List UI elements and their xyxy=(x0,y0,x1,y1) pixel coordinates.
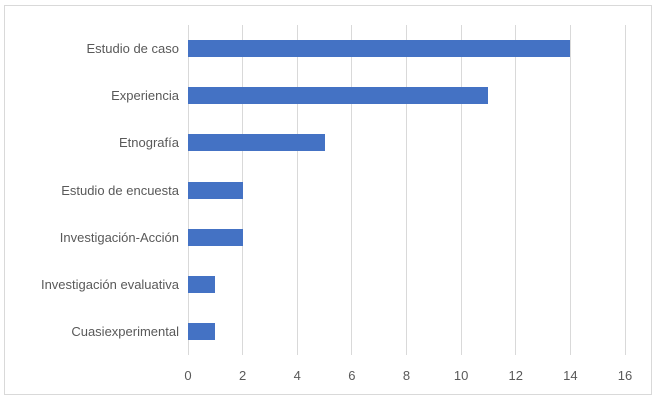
gridline xyxy=(515,25,517,355)
x-tick-label: 10 xyxy=(453,368,469,383)
plot-area xyxy=(187,25,626,355)
bar[interactable] xyxy=(188,275,216,293)
gridline xyxy=(406,25,407,355)
category-label: Etnografía xyxy=(119,135,179,151)
category-label: Estudio de encuesta xyxy=(61,182,179,198)
gridline xyxy=(624,25,626,355)
category-label: Estudio de caso xyxy=(86,41,179,57)
x-tick-label: 12 xyxy=(508,368,523,383)
category-label: Investigación-Acción xyxy=(59,229,179,245)
category-label: Cuasiexperimental xyxy=(71,323,179,339)
bar[interactable] xyxy=(188,40,571,58)
chart-frame xyxy=(4,5,652,395)
x-tick-label: 16 xyxy=(617,368,633,383)
x-tick-label: 4 xyxy=(293,368,301,383)
category-label: Investigación evaluativa xyxy=(40,276,179,292)
gridline xyxy=(460,25,462,355)
bar[interactable] xyxy=(188,181,243,199)
gridline xyxy=(242,25,244,355)
bar[interactable] xyxy=(188,322,216,340)
bar[interactable] xyxy=(188,87,489,105)
x-tick-label: 2 xyxy=(239,368,247,383)
gridline xyxy=(296,25,298,355)
x-tick-label: 8 xyxy=(402,368,411,383)
gridline xyxy=(569,25,571,355)
x-tick-label: 14 xyxy=(563,368,578,383)
gridline xyxy=(351,25,353,355)
category-label: Experiencia xyxy=(111,88,179,104)
bar[interactable] xyxy=(188,228,243,246)
x-tick-label: 0 xyxy=(184,368,192,383)
x-tick-label: 6 xyxy=(348,368,356,383)
bar[interactable] xyxy=(188,134,325,152)
